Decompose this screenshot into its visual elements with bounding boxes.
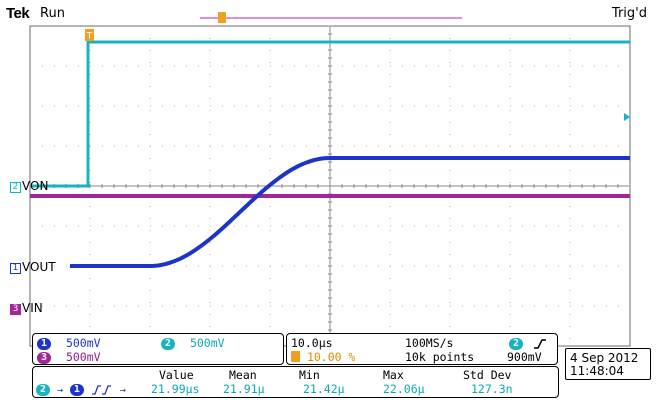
ch3-pill: 3 [37, 351, 51, 364]
ch1-scale-value: 500mV [65, 336, 101, 350]
measurement-panel[interactable]: 2 → 1 → Value Mean Min Max Std Dev 21.99… [32, 366, 559, 398]
ch3-scale[interactable]: 3 500mV [37, 350, 101, 364]
ch2-pill: 2 [161, 337, 175, 350]
ch3-scale-value: 500mV [65, 350, 101, 364]
measure-max: 22.06µ [383, 382, 425, 396]
ch1-ground-label[interactable]: 1 VOUT [10, 260, 56, 274]
trigger-position-marker-icon[interactable] [218, 12, 226, 23]
ch1-badge: 1 [10, 263, 21, 274]
ch1-pill: 1 [37, 337, 51, 350]
trace-ch2 [30, 40, 630, 188]
record-length: 10k points [405, 350, 475, 364]
ch3-name: VIN [22, 301, 43, 315]
trigger-status: Trig'd [611, 6, 647, 21]
trigger-level-icon[interactable] [624, 113, 630, 121]
ch1-scale[interactable]: 1 500mV [37, 336, 101, 350]
acquisition-status: Run [40, 6, 65, 21]
ch3-badge: 3 [10, 304, 21, 315]
ch2-name: VON [22, 179, 49, 193]
datetime-box: 4 Sep 2012 11:48:04 [565, 348, 651, 380]
trace-ch1 [70, 156, 630, 268]
rising-edge-icon [533, 338, 546, 349]
ch3-ground-label[interactable]: 3 VIN [10, 301, 43, 315]
measure-mean: 21.91µ [223, 382, 265, 396]
channel-scale-panel[interactable]: 1 500mV 2 500mV 3 500mV [32, 333, 284, 365]
graticule-grid [29, 25, 631, 347]
header-value: Value [159, 368, 194, 382]
measure-stddev: 127.3n [471, 382, 513, 396]
measure-target-pill: 1 [69, 383, 84, 396]
header-min: Min [299, 368, 320, 382]
sample-rate: 100MS/s [405, 336, 454, 350]
trigger-source[interactable]: 2 [509, 336, 547, 350]
timebase-panel[interactable]: 10.0µs 10.00 % 100MS/s 10k points 2 900m… [286, 333, 558, 365]
trigger-pos-icon [291, 351, 300, 362]
time: 11:48:04 [570, 364, 624, 378]
status-bar: Tek Run Trig'd [0, 0, 663, 26]
date: 4 Sep 2012 [570, 351, 639, 365]
trigger-marker-label: T [86, 32, 93, 42]
trigger-marker-icon[interactable] [85, 29, 94, 41]
trigger-source-pill: 2 [509, 337, 523, 350]
header-max: Max [383, 368, 404, 382]
ch1-name: VOUT [22, 260, 56, 274]
brand-logo: Tek [6, 5, 30, 22]
trigger-position: 10.00 % [291, 350, 355, 364]
ch2-scale[interactable]: 2 500mV [161, 336, 225, 350]
ch2-ground-label[interactable]: 2 VON [10, 179, 48, 193]
delay-measure-icon[interactable]: 2 → 1 → [36, 382, 126, 396]
trigger-pos-value: 10.00 % [306, 350, 356, 364]
ch2-scale-value: 500mV [189, 336, 225, 350]
ch2-badge: 2 [10, 182, 21, 193]
measure-value: 21.99µs [151, 382, 200, 396]
header-stddev: Std Dev [463, 368, 512, 382]
edge-to-edge-icon [91, 384, 111, 395]
time-per-div: 10.0µs [291, 336, 333, 350]
measure-min: 21.42µ [303, 382, 345, 396]
measure-source-pill: 2 [36, 383, 50, 396]
header-mean: Mean [229, 368, 257, 382]
trigger-level: 900mV [507, 350, 542, 364]
